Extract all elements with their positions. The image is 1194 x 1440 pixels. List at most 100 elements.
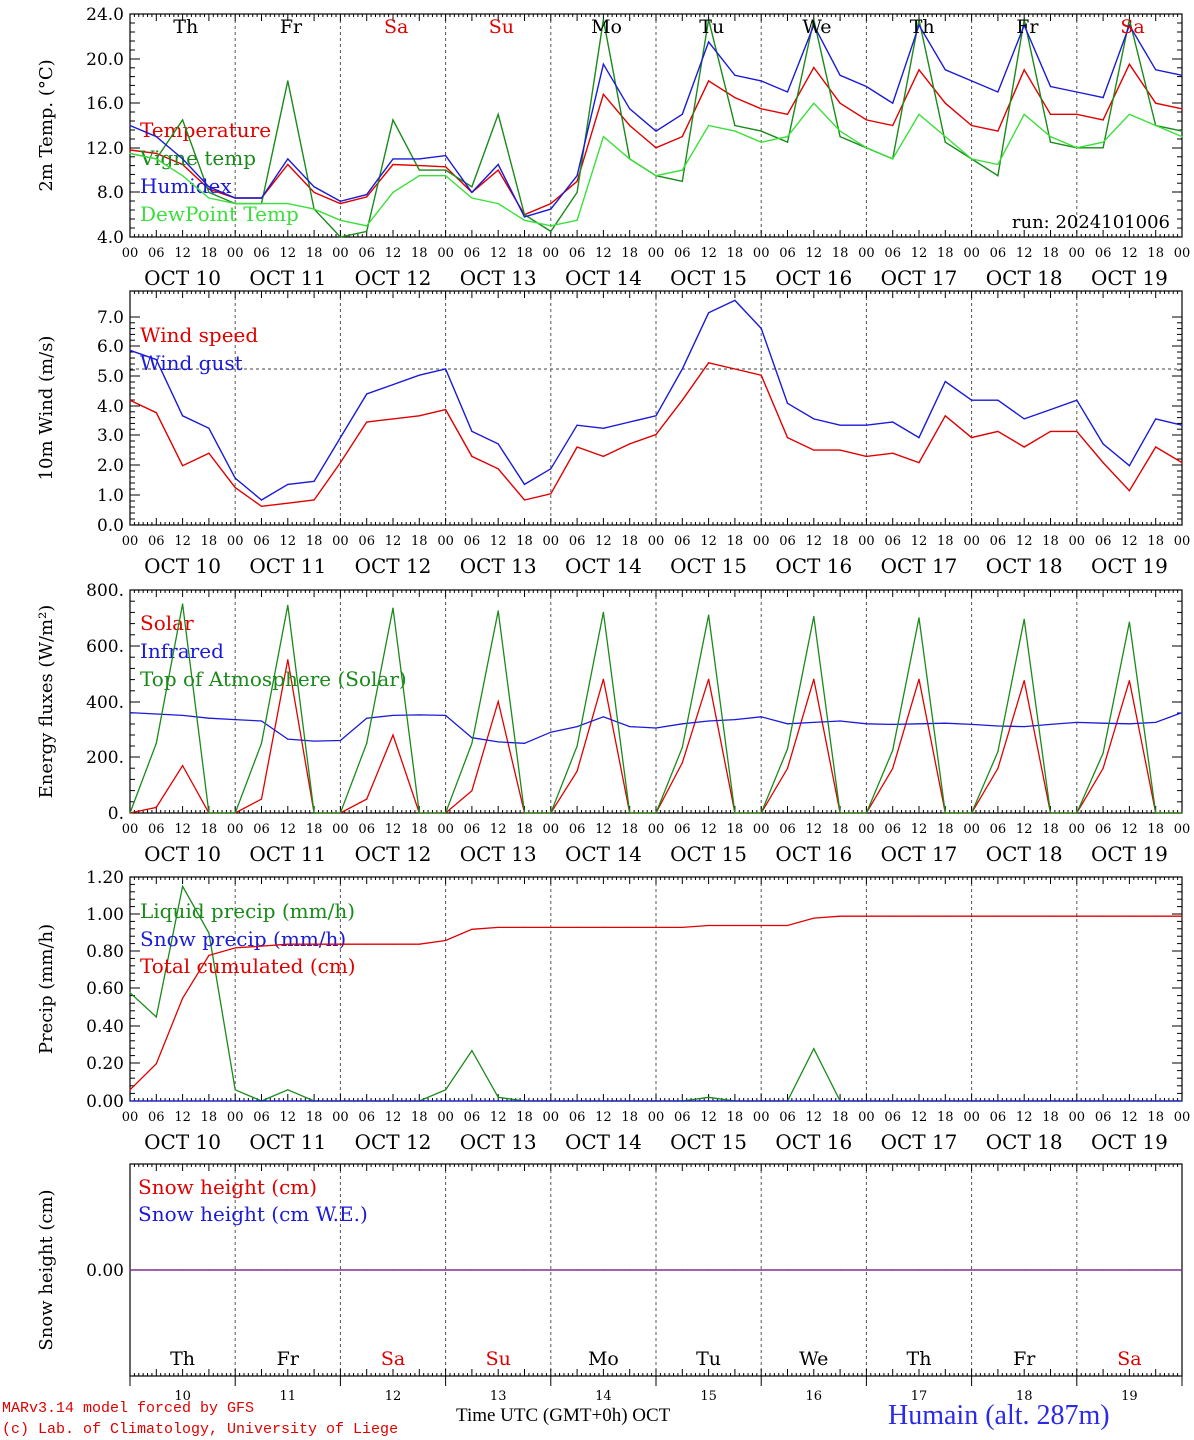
data-point [734,1100,736,1102]
data-point [550,731,552,733]
date-label: OCT 11 [249,842,326,866]
data-point [182,1100,184,1102]
data-point [129,349,131,351]
data-point [366,194,368,196]
hour-label: 06 [1095,1110,1112,1125]
data-point [129,399,131,401]
hour-label: 18 [1042,246,1059,261]
hour-label: 06 [1095,534,1112,549]
hour-label: 12 [385,822,402,837]
data-point [786,924,789,927]
date-label: OCT 19 [1091,842,1168,866]
data-point [234,197,236,199]
hour-label: 06 [358,822,375,837]
y-axis-title: Precip (mm/h) [36,924,57,1054]
data-point [1023,618,1025,620]
data-point [523,483,526,486]
data-point [629,1269,631,1271]
hour-label: 00 [332,1110,349,1125]
data-point [971,723,973,725]
data-point [182,603,184,605]
hour-label: 12 [911,822,928,837]
hour-label: 12 [911,1110,928,1125]
data-point [287,659,289,661]
data-point [523,926,526,929]
data-point [813,24,815,26]
hour-label: 06 [884,1110,901,1125]
data-point [208,1100,210,1102]
hour-label: 12 [385,1110,402,1125]
data-point [708,362,710,364]
date-label: OCT 16 [775,842,852,866]
date-label: OCT 13 [460,1130,537,1154]
data-point [918,723,920,725]
data-point [287,163,289,166]
data-point [234,202,236,205]
hour-label: 00 [122,822,139,837]
data-point [445,166,447,168]
hour-label: 06 [779,1110,796,1125]
data-point [997,767,999,770]
data-point [445,169,447,171]
panel-5: 0.00 Snow height (cm) Snow height (cm) Snow… [36,1163,1183,1404]
data-point [1181,462,1183,464]
date-label: OCT 13 [460,554,537,578]
data-point [392,1100,394,1102]
data-point [839,915,841,917]
data-point [313,186,315,188]
data-point [366,798,368,800]
data-point [865,1100,868,1102]
date-label: OCT 10 [144,1130,221,1154]
data-point [366,421,368,423]
data-point [234,1269,236,1271]
legend-temperature: Temperature [140,118,271,142]
data-point [839,136,841,138]
data-point [1102,915,1104,917]
data-point [839,812,841,814]
data-point [602,678,605,680]
data-point [629,421,631,423]
data-point [287,604,289,606]
data-point [1155,1269,1157,1271]
data-point [918,1100,920,1102]
data-point [366,393,368,395]
data-point [523,742,526,744]
data-point [471,1050,473,1052]
data-point [1128,63,1130,65]
hour-label: 12 [911,246,928,261]
y-tick-label: 600. [86,637,124,657]
y-tick-label: 3.0 [97,426,124,446]
data-point [1128,465,1130,467]
y-tick-label: 0.80 [86,942,124,962]
hour-label: 18 [1042,534,1059,549]
hour-label: 18 [937,534,954,549]
hour-label: 12 [280,822,297,837]
data-point [786,1100,789,1102]
hour-label: 12 [490,1110,507,1125]
hour-label: 00 [753,1110,770,1125]
date-label: OCT 14 [565,554,642,578]
data-point [681,399,683,401]
legend-wind-speed: Wind speed [140,323,258,347]
data-point [1049,113,1052,115]
data-point [1102,722,1104,724]
hour-label: 12 [806,534,823,549]
data-point [1155,721,1157,724]
data-point [287,502,289,504]
date-label: OCT 17 [881,266,958,290]
data-point [944,1269,946,1271]
data-point [418,415,420,417]
data-point [708,1100,710,1102]
data-point [786,437,789,439]
data-point [208,954,210,957]
data-point [602,1269,605,1271]
data-point [892,158,894,160]
hour-label: 12 [806,246,823,261]
data-point [182,885,184,887]
data-point [339,437,341,439]
data-point [550,202,552,205]
data-point [1181,712,1183,714]
data-point [182,997,184,999]
data-point [681,136,683,138]
hour-label: 18 [201,822,218,837]
